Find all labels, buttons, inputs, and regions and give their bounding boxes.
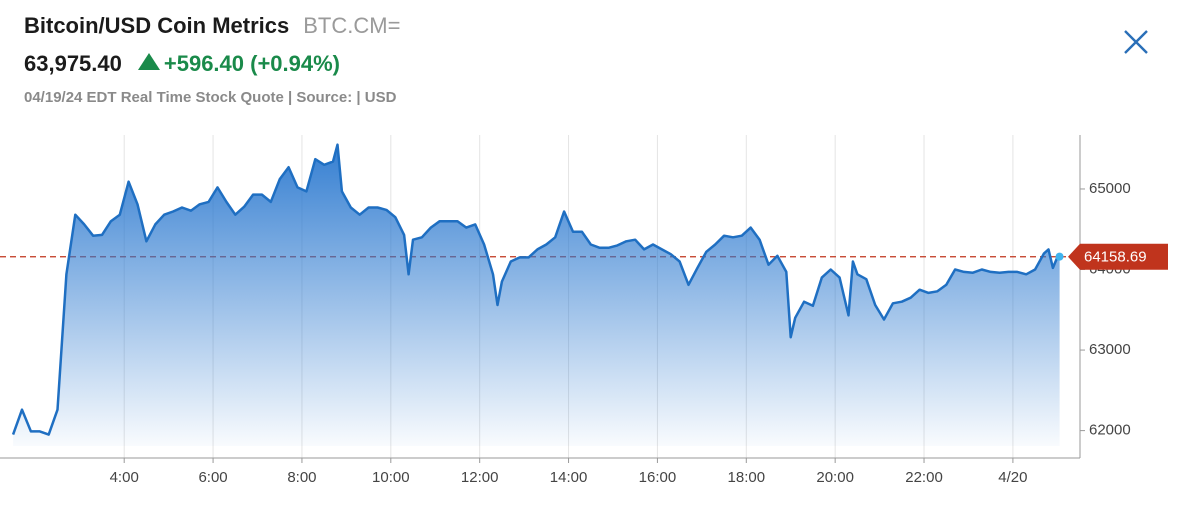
price-row: 63,975.40 +596.40 (+0.94%) [24,51,340,77]
x-tick-label: 4/20 [998,469,1027,486]
x-tick-label: 16:00 [639,469,677,486]
x-tick-label: 6:00 [198,469,227,486]
x-tick-label: 22:00 [905,469,943,486]
y-tick-label: 62000 [1089,422,1131,439]
last-point [1055,252,1064,261]
quote-info: 04/19/24 EDT Real Time Stock Quote | Sou… [24,89,397,106]
x-tick-label: 10:00 [372,469,410,486]
area-fill [13,144,1060,446]
x-tick-label: 12:00 [461,469,499,486]
header-title-row: Bitcoin/USD Coin Metrics BTC.CM= [24,13,400,39]
close-button[interactable] [1122,28,1150,56]
reference-label: 64158.69 [1084,249,1147,266]
x-tick-label: 20:00 [816,469,854,486]
y-tick-label: 65000 [1089,180,1131,197]
change: +596.40 (+0.94%) [163,51,341,76]
symbol: BTC.CM= [303,13,401,38]
price: 63,975.40 [24,51,122,76]
price-line [11,143,1061,436]
y-tick-label: 63000 [1089,341,1131,358]
x-tick-label: 18:00 [728,469,766,486]
x-tick-label: 14:00 [550,469,588,486]
reference-tag [1068,243,1168,270]
up-arrow [137,53,160,70]
x-tick-label: 4:00 [110,469,139,486]
x-tick-label: 8:00 [287,469,316,486]
title: Bitcoin/USD Coin Metrics [24,13,290,38]
